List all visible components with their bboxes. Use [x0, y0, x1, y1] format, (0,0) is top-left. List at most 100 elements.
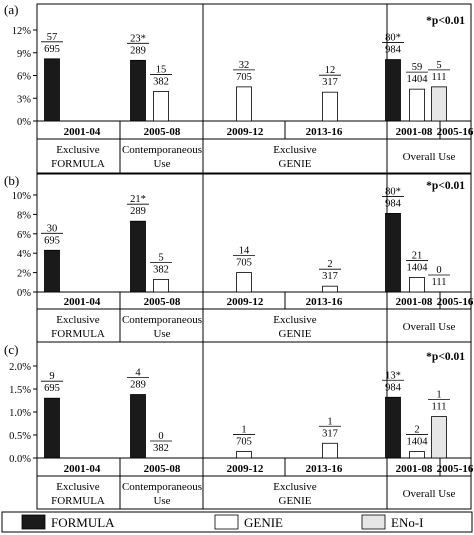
y-tick-label: 9% [17, 49, 31, 60]
bar-label-denominator: 1404 [407, 74, 429, 85]
y-tick-label: 6% [17, 230, 31, 241]
y-tick-label: 0% [17, 288, 31, 299]
bar-formula [385, 213, 401, 293]
group-label: Use [153, 158, 170, 170]
bar-label-numerator: 13* [385, 370, 401, 381]
bar-label-numerator: 4 [135, 368, 141, 379]
bar-genie [322, 285, 338, 293]
group-label: GENIE [279, 158, 312, 170]
period-label: 2005-16 [437, 463, 474, 475]
bar-label-denominator: 289 [130, 45, 146, 56]
period-label: 2001-08 [396, 126, 433, 138]
period-label: 2013-16 [306, 296, 343, 308]
y-tick-label: 12% [12, 26, 32, 37]
y-tick-label: 0.5% [9, 431, 31, 442]
bar-genie [409, 451, 425, 459]
bar-eno-i [431, 416, 447, 459]
group-label: Overall Use [403, 151, 456, 163]
y-tick-label: 2.0% [9, 362, 31, 373]
y-tick-label: 1.0% [9, 408, 31, 419]
panel-frame [36, 172, 472, 343]
bar-label-denominator: 705 [236, 258, 252, 269]
group-label: Contemporaneous [122, 481, 202, 493]
period-label: 2009-12 [227, 296, 264, 308]
significance-note: *p<0.01 [426, 180, 465, 192]
group-label: Use [153, 495, 170, 507]
legend-swatch-eno-i [361, 514, 386, 530]
legend-frame [1, 511, 473, 533]
bar-label-denominator: 382 [153, 443, 169, 454]
bar-label-numerator: 80* [385, 33, 401, 44]
bar-label-denominator: 289 [130, 380, 146, 391]
bar-formula [385, 396, 401, 459]
bar-formula [44, 249, 60, 293]
group-label: Exclusive [56, 144, 99, 156]
period-label: 2005-08 [144, 296, 181, 308]
group-label: FORMULA [51, 158, 105, 170]
bar-eno-i [431, 86, 447, 122]
group-label: GENIE [279, 495, 312, 507]
bar-genie [236, 272, 252, 293]
bar-label-numerator: 1 [241, 425, 246, 436]
bar-label-numerator: 59 [412, 62, 423, 73]
legend-label: FORMULA [51, 515, 115, 530]
bar-label-numerator: 14 [239, 246, 250, 257]
group-label: Exclusive [273, 481, 316, 493]
period-label: 2005-08 [144, 126, 181, 138]
bar-genie [409, 88, 425, 122]
group-label: GENIE [279, 328, 312, 340]
bar-label-denominator: 382 [153, 76, 169, 87]
bar-label-denominator: 289 [130, 206, 146, 217]
bar-label-denominator: 111 [432, 402, 447, 413]
bar-label-numerator: 23* [130, 33, 146, 44]
group-label: Overall Use [403, 488, 456, 500]
period-label: 2001-08 [396, 463, 433, 475]
bar-genie [153, 91, 169, 122]
bar-label-denominator: 984 [385, 382, 402, 393]
panel-frame [36, 3, 472, 175]
bar-label-denominator: 317 [322, 77, 338, 88]
period-label: 2005-16 [437, 126, 474, 138]
bar-label-denominator: 695 [44, 44, 60, 55]
legend-swatch-genie [214, 514, 239, 530]
bar-label-numerator: 0 [436, 265, 441, 276]
bar-label-denominator: 317 [322, 271, 338, 282]
bar-label-numerator: 15 [156, 64, 167, 75]
bar-label-numerator: 30 [47, 223, 58, 234]
group-label: Exclusive [273, 314, 316, 326]
significance-note: *p<0.01 [426, 351, 465, 363]
period-label: 2013-16 [306, 463, 343, 475]
period-label: 2001-04 [64, 463, 101, 475]
bar-label-numerator: 5 [436, 60, 441, 71]
panel-1 [33, 3, 472, 175]
panel-3 [33, 341, 472, 510]
bar-label-denominator: 984 [385, 45, 402, 56]
y-tick-label: 2% [17, 269, 31, 280]
bar-genie [322, 442, 338, 459]
group-label: FORMULA [51, 495, 105, 507]
bar-label-numerator: 32 [239, 60, 250, 71]
group-label: Contemporaneous [122, 144, 202, 156]
bar-formula [130, 220, 146, 293]
bar-label-denominator: 317 [322, 428, 338, 439]
group-label: Exclusive [56, 481, 99, 493]
bar-genie [153, 278, 169, 293]
panel-label: (c) [4, 342, 18, 357]
bar-label-numerator: 5 [158, 252, 163, 263]
bar-formula [44, 58, 60, 122]
period-label: 2009-12 [227, 463, 264, 475]
y-tick-label: 0.0% [9, 454, 31, 465]
bar-genie [322, 91, 338, 122]
bar-label-numerator: 0 [158, 431, 163, 442]
legend-label: ENo-I [391, 515, 424, 530]
period-label: 2001-08 [396, 296, 433, 308]
y-tick-label: 6% [17, 72, 31, 83]
bar-genie [409, 277, 425, 293]
bar-label-denominator: 705 [236, 72, 252, 83]
bar-label-denominator: 382 [153, 264, 169, 275]
bar-label-numerator: 2 [414, 425, 419, 436]
period-label: 2013-16 [306, 126, 343, 138]
panel-label: (b) [4, 173, 19, 188]
bar-genie [236, 86, 252, 122]
